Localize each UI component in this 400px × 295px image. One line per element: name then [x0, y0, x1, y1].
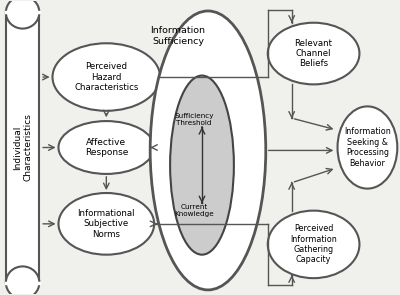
- Ellipse shape: [58, 121, 154, 174]
- Text: Relevant
Channel
Beliefs: Relevant Channel Beliefs: [295, 39, 333, 68]
- Text: Affective
Response: Affective Response: [85, 138, 128, 157]
- Ellipse shape: [338, 106, 397, 189]
- Ellipse shape: [6, 0, 39, 29]
- Ellipse shape: [170, 76, 234, 255]
- Text: Sufficiency
Threshold: Sufficiency Threshold: [174, 113, 214, 126]
- Ellipse shape: [268, 211, 360, 278]
- Text: Informational
Subjective
Norms: Informational Subjective Norms: [78, 209, 135, 239]
- Text: Information
Sufficiency: Information Sufficiency: [150, 26, 206, 46]
- Ellipse shape: [268, 23, 360, 84]
- Text: Perceived
Hazard
Characteristics: Perceived Hazard Characteristics: [74, 62, 138, 92]
- Text: Current
Knowledge: Current Knowledge: [174, 204, 214, 217]
- Text: Information
Seeking &
Processing
Behavior: Information Seeking & Processing Behavio…: [344, 127, 391, 168]
- Text: Perceived
Information
Gathering
Capacity: Perceived Information Gathering Capacity: [290, 224, 337, 265]
- Ellipse shape: [58, 193, 154, 255]
- Ellipse shape: [52, 43, 160, 111]
- FancyBboxPatch shape: [6, 12, 39, 283]
- Text: Individual
Characteristics: Individual Characteristics: [13, 114, 32, 181]
- Ellipse shape: [6, 266, 39, 295]
- Ellipse shape: [150, 11, 266, 290]
